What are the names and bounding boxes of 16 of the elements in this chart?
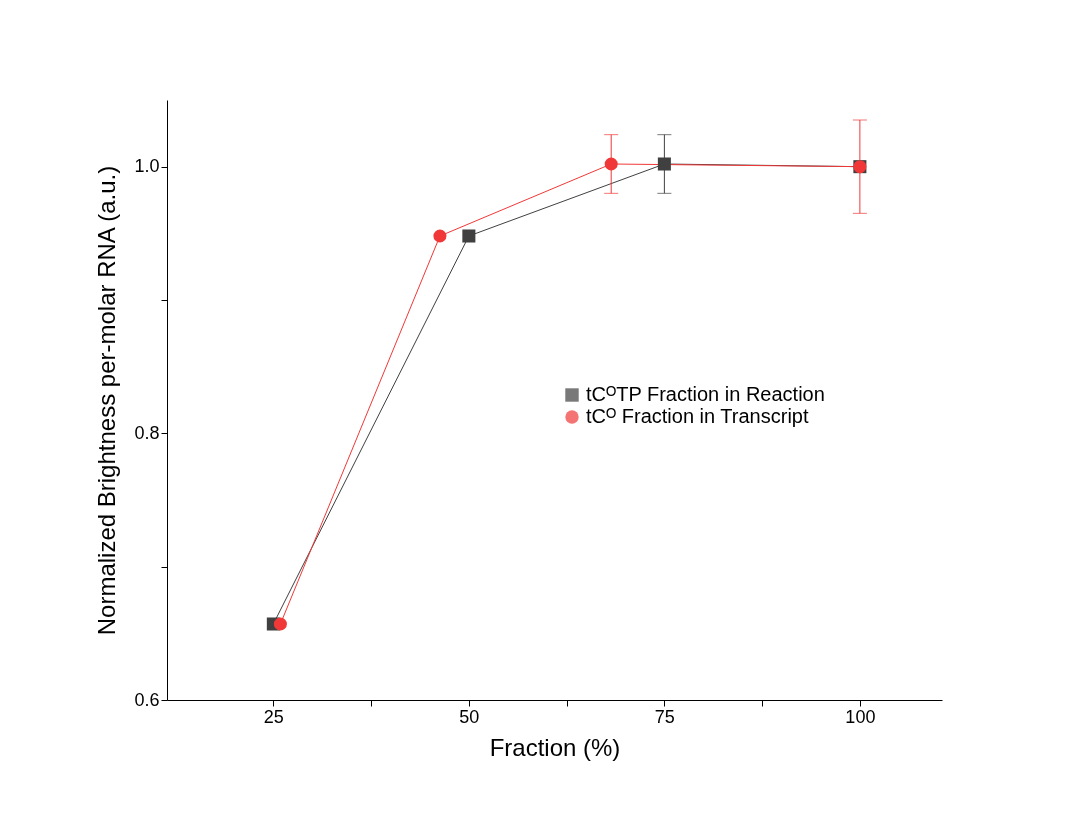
x-axis-title: Fraction (%) [489, 733, 621, 761]
y-tick-label: 0.6 [134, 689, 160, 710]
point [604, 157, 618, 171]
x-tick-label: 100 [845, 706, 876, 727]
y-tick-label: 1.0 [134, 156, 160, 177]
y-axis-title: Normalized Brightness per-molar RNA (a.u.) [93, 165, 121, 636]
legend-label: tCᴼ Fraction in Transcript [586, 405, 809, 427]
point [433, 229, 447, 243]
x-tick-label: 25 [263, 706, 284, 727]
legend-label: tCᴼTP Fraction in Reaction [586, 383, 825, 405]
x-tick-label: 50 [459, 706, 480, 727]
point [657, 157, 671, 171]
y-tick-label: 0.8 [134, 422, 160, 443]
x-tick-label: 75 [654, 706, 675, 727]
point [462, 229, 476, 243]
point [273, 617, 287, 631]
